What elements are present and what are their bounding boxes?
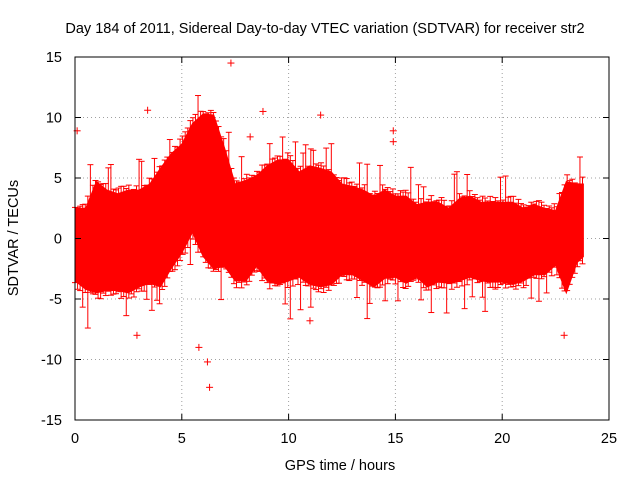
y-tick-label: -5 [49, 292, 62, 308]
y-tick-label: 0 [54, 232, 62, 248]
data-points [72, 59, 586, 391]
y-tick-label: 15 [46, 50, 62, 66]
outlier-point [206, 383, 214, 391]
x-tick-label: 25 [601, 431, 617, 447]
x-tick-label: 15 [387, 431, 403, 447]
x-tick-label: 20 [494, 431, 510, 447]
y-tick-label: 5 [54, 171, 62, 187]
outlier-point [144, 106, 152, 114]
outlier-point [259, 107, 267, 115]
outlier-point [306, 317, 314, 325]
outlier-point [389, 127, 397, 135]
outlier-point [389, 138, 397, 146]
outlier-point [560, 331, 568, 339]
outlier-point [203, 358, 211, 366]
x-axis-label: GPS time / hours [285, 458, 395, 474]
y-axis-label: SDTVAR / TECUs [6, 180, 22, 296]
axis-ticks: 0 5 10 15 20 25 -15 -10 -5 0 5 10 15 [41, 50, 617, 447]
outlier-point [246, 133, 254, 141]
y-tick-label: -10 [41, 353, 62, 369]
y-tick-label: 10 [46, 111, 62, 127]
x-tick-label: 5 [178, 431, 186, 447]
outlier-point [227, 59, 235, 67]
outlier-point [133, 331, 141, 339]
x-tick-label: 10 [281, 431, 297, 447]
outlier-point [195, 343, 203, 351]
x-tick-label: 0 [71, 431, 79, 447]
outlier-point [317, 111, 325, 119]
y-tick-label: -15 [41, 413, 62, 429]
chart-title: Day 184 of 2011, Sidereal Day-to-day VTE… [65, 21, 584, 37]
